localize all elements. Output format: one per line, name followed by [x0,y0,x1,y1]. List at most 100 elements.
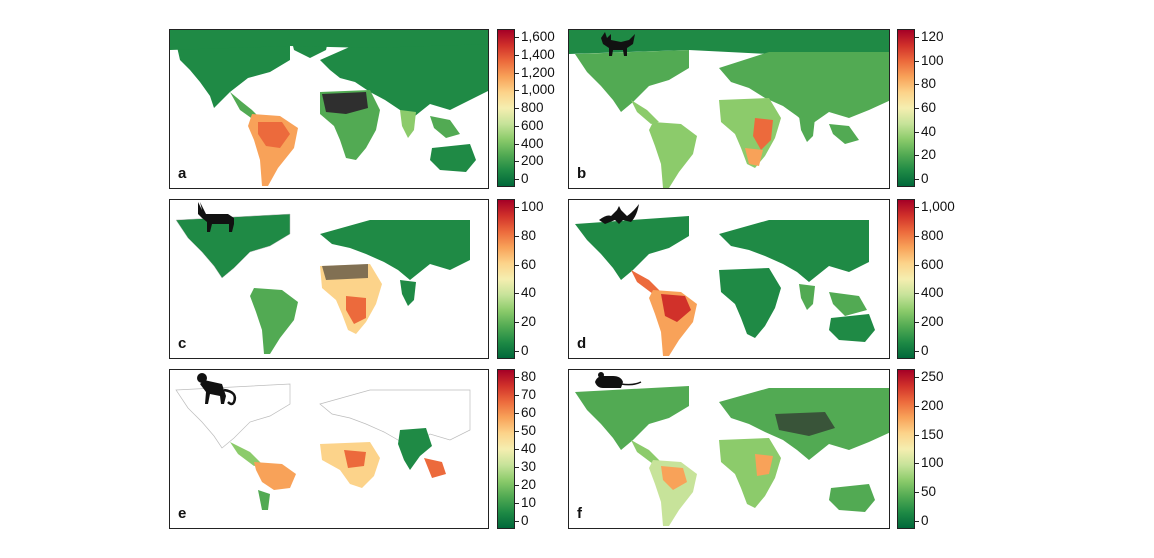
colorbar-tick [515,521,519,522]
colorbar-tick-label: 400 [521,135,544,151]
colorbar-tick-label: 400 [921,285,944,301]
colorbar-tick-label: 0 [921,513,929,528]
colorbar-tick [915,235,919,237]
colorbar-tick [515,377,519,378]
colorbar-tick-label: 50 [521,423,537,438]
fox-icon [601,32,635,56]
colorbar-tick-label: 20 [521,314,537,330]
land-masses [170,30,488,186]
colorbar-tick [515,449,519,450]
map-panel-a: a [169,29,489,189]
colorbar-tick [515,293,519,295]
colorbar-tick-label: 0 [521,343,529,358]
colorbar-tick [915,463,919,465]
colorbar-tick-label: 150 [921,426,944,442]
colorbar-tick-label: 30 [521,459,537,474]
colorbar-tick-label: 50 [921,484,937,500]
colorbar-tick-label: 1,400 [521,46,555,62]
colorbar-tick [915,207,919,208]
colorbar-tick [915,293,919,295]
colorbar-tick-label: 20 [921,147,937,163]
colorbar-tick-label: 40 [521,441,537,456]
colorbar-tick-label: 1,000 [521,82,555,98]
colorbar-tick [515,413,519,414]
colorbar-tick [515,264,519,266]
colorbar-gradient [497,29,515,187]
colorbar-tick-label: 100 [921,455,944,471]
colorbar-tick [915,405,919,407]
colorbar-tick [515,322,519,324]
colorbar-tick-label: 250 [921,369,944,384]
world-map-f [575,386,889,526]
colorbar-tick-label: 0 [921,171,929,186]
map-panel-e: e [169,369,489,529]
colorbar-tick [515,108,519,109]
colorbar-tick-label: 60 [921,100,937,115]
colorbar-tick-label: 40 [521,285,537,301]
colorbar-tick [515,54,519,56]
colorbar-tick [515,467,519,468]
colorbar-tick [915,521,919,522]
colorbar-tick [515,72,519,74]
map-panel-b: b [568,29,890,189]
colorbar-tick-label: 70 [521,387,537,402]
colorbar-tick [515,351,519,352]
colorbar-tick-label: 60 [521,405,537,420]
world-map-c [175,213,470,354]
colorbar-gradient [497,199,515,359]
panel-letter: a [178,165,187,182]
monkey-icon [197,373,237,406]
colorbar-gradient [897,199,915,359]
colorbar-tick-label: 0 [521,513,529,528]
colorbar-tick [915,37,919,38]
colorbar-tick [515,179,519,180]
colorbar-tick [915,179,919,180]
colorbar-tick [915,84,919,86]
colorbar-gradient [497,369,515,529]
panel-letter: e [178,505,187,522]
colorbar-tick-label: 1,200 [521,64,555,80]
south-america-core [258,122,290,148]
map-panel-f: f [568,369,890,529]
colorbar-tick-label: 60 [521,256,537,272]
world-map-d [575,216,875,356]
colorbar-tick [515,161,519,163]
colorbar-tick-label: 10 [521,495,537,510]
colorbar-tick [515,503,519,504]
colorbar-tick-label: 40 [921,123,937,139]
colorbar-tick-label: 800 [521,100,544,115]
colorbar-tick [515,143,519,145]
colorbar-tick [515,125,519,127]
rodent-icon [595,372,642,388]
sahara-hatch [322,92,368,114]
colorbar-tick [915,322,919,324]
colorbar-tick [915,155,919,157]
colorbar-tick [915,377,919,378]
world-map-e [175,383,471,510]
central-america [230,92,260,120]
panel-letter: d [577,335,587,352]
se-asia [430,116,460,138]
india [400,110,416,138]
colorbar-tick-label: 100 [521,199,544,214]
colorbar-tick-label: 1,000 [921,199,955,214]
colorbar-tick [515,395,519,396]
colorbar-tick [915,264,919,266]
panel-letter: f [577,505,582,522]
colorbar-tick-label: 80 [521,369,537,384]
colorbar-tick [915,108,919,109]
colorbar-tick-label: 0 [521,171,529,186]
colorbar-tick [915,60,919,62]
colorbar-gradient [897,369,915,529]
colorbar-tick [915,131,919,133]
colorbar-tick [515,431,519,432]
north-america [175,34,290,108]
world-map-a [170,30,488,186]
map-panel-c: c [169,199,489,359]
colorbar-tick [515,90,519,92]
eurasia [320,38,488,120]
colorbar-tick-label: 200 [521,153,544,169]
colorbar-gradient [897,29,915,187]
colorbar-tick-label: 200 [921,314,944,330]
colorbar-tick-label: 120 [921,29,944,44]
